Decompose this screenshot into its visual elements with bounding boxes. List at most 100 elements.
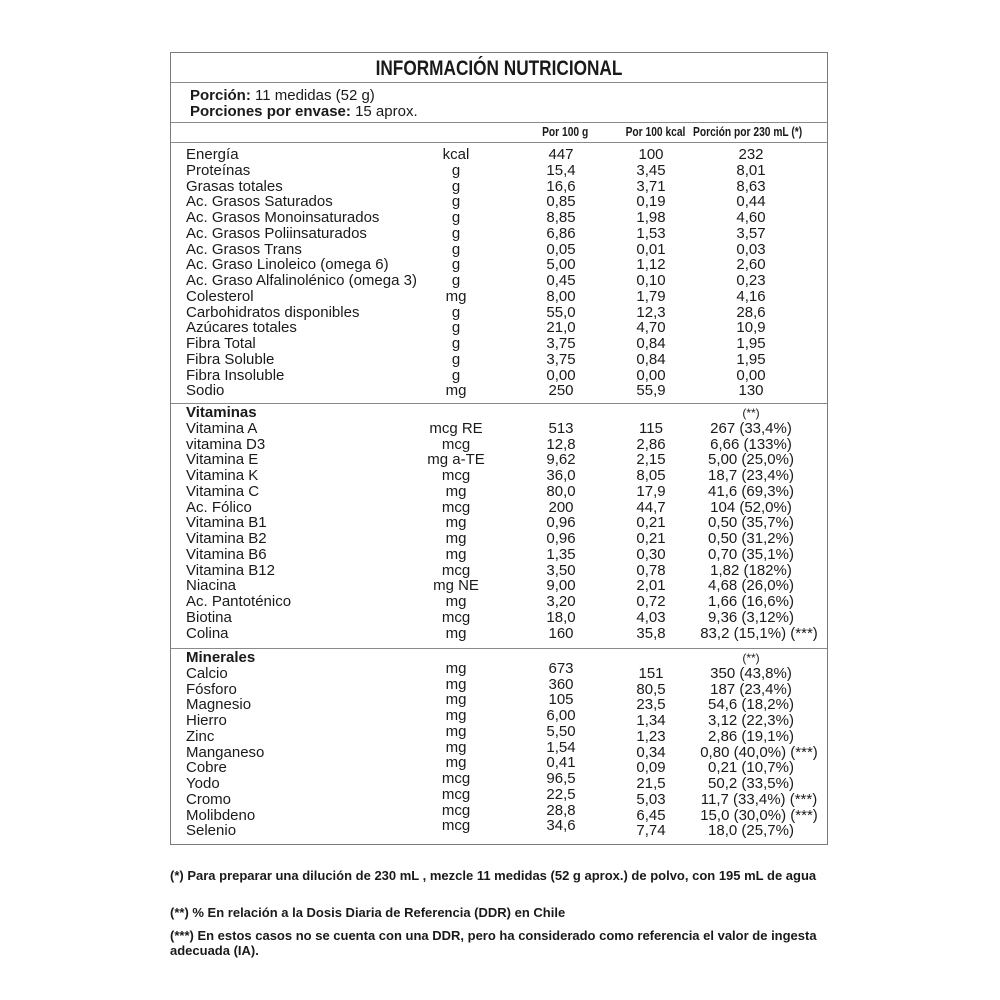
unit: g bbox=[451, 272, 461, 289]
per-portion: 187 (23,4%) bbox=[710, 680, 792, 698]
servings-label: Porciones por envase: bbox=[190, 103, 351, 120]
table-row: Calcio mg 673 151 350 (43,8%) bbox=[171, 660, 827, 682]
footnote-1: (*) Para preparar una dilución de 230 mL… bbox=[170, 868, 817, 883]
header-per-portion: Porción por 230 mL (*) bbox=[693, 125, 803, 139]
unit: kcal bbox=[442, 146, 470, 163]
nutrient-name: Ac. Graso Linoleico (omega 6) bbox=[186, 256, 389, 274]
nutrient-name: Magnesio bbox=[186, 696, 252, 714]
per-100g: 360 bbox=[548, 675, 574, 693]
per-portion: 28,6 bbox=[736, 303, 766, 321]
per-portion: 0,50 (31,2%) bbox=[708, 530, 794, 547]
header-per-100g: Por 100 g bbox=[542, 125, 589, 139]
nutrient-name: Vitamina E bbox=[186, 451, 259, 469]
per-100kcal: 0,30 bbox=[636, 545, 666, 563]
per-100kcal: 0,10 bbox=[636, 272, 666, 289]
table-row: Selenio mcg 34,6 7,74 18,0 (25,7%) bbox=[171, 818, 827, 840]
per-100kcal: 1,98 bbox=[636, 209, 666, 226]
table-row: Manganeso mg 1,54 0,34 0,80 (40,0%) (***) bbox=[171, 739, 827, 761]
unit: mg NE bbox=[433, 577, 479, 595]
unit: mcg bbox=[441, 498, 471, 516]
unit: g bbox=[451, 319, 461, 337]
table-row: Sodio mg 250 55,9 130 bbox=[171, 383, 827, 399]
per-100g: 0,00 bbox=[546, 366, 576, 384]
unit: mg bbox=[445, 624, 467, 642]
table-row: Molibdeno mcg 28,8 6,45 15,0 (30,0%) (***) bbox=[171, 802, 827, 824]
per-portion: 2,60 bbox=[736, 256, 766, 274]
table-row: Cromo mcg 22,5 5,03 11,7 (33,4%) (***) bbox=[171, 786, 827, 808]
per-portion: 4,60 bbox=[736, 209, 766, 226]
dv-note: (**) bbox=[742, 406, 760, 420]
per-100kcal: 0,84 bbox=[636, 335, 666, 352]
per-portion: 104 (52,0%) bbox=[710, 498, 792, 516]
nutrient-name: Colina bbox=[186, 624, 229, 642]
per-100kcal: 21,5 bbox=[636, 775, 666, 792]
per-100g: 6,00 bbox=[546, 707, 576, 724]
per-portion: 0,44 bbox=[736, 193, 766, 211]
nutrient-name: Fibra Insoluble bbox=[186, 366, 285, 384]
per-portion: 0,23 bbox=[736, 272, 766, 289]
per-100g: 6,86 bbox=[546, 224, 576, 242]
table-row: Ac. Grasos Poliinsaturados g 6,86 1,53 3,57 bbox=[171, 224, 827, 242]
per-100g: 8,00 bbox=[546, 287, 576, 305]
per-100g: 55,0 bbox=[546, 303, 576, 321]
per-100g: 96,5 bbox=[546, 770, 576, 787]
table-row: Zinc mg 5,50 1,23 2,86 (19,1%) bbox=[171, 723, 827, 745]
per-100kcal: 0,21 bbox=[636, 514, 666, 532]
table-row: vitamina D3 mcg 12,8 2,86 6,66 (133%) bbox=[171, 436, 827, 453]
per-100kcal: 2,15 bbox=[636, 451, 666, 469]
unit: mcg bbox=[441, 801, 471, 819]
unit: mcg bbox=[441, 467, 471, 484]
per-100kcal: 115 bbox=[639, 419, 663, 437]
per-100g: 16,6 bbox=[546, 177, 576, 195]
nutrient-name: Vitamina B6 bbox=[186, 545, 267, 563]
nutrient-name: Ac. Grasos Saturados bbox=[186, 193, 333, 211]
table-row: Vitamina B1 mg 0,96 0,21 0,50 (35,7%) bbox=[171, 515, 827, 531]
per-100kcal: 12,3 bbox=[636, 303, 666, 321]
table-row: Ac. Grasos Monoinsaturados g 8,85 1,98 4,60 bbox=[171, 210, 827, 226]
table-row: Vitamina A mcg RE 513 115 267 (33,4%) bbox=[171, 419, 827, 437]
per-100kcal: 7,74 bbox=[636, 822, 666, 840]
table-row: Grasas totales g 16,6 3,71 8,63 bbox=[171, 177, 827, 195]
nutrient-name: Manganeso bbox=[186, 743, 265, 761]
per-100g: 447 bbox=[548, 146, 574, 163]
per-100kcal: 1,12 bbox=[636, 256, 666, 274]
per-100kcal: 0,34 bbox=[636, 743, 666, 761]
unit: mg bbox=[445, 530, 467, 547]
table-row: Proteínas g 15,4 3,45 8,01 bbox=[171, 161, 827, 179]
section-title: Minerales bbox=[186, 649, 256, 666]
table-row: Colina mg 160 35,8 83,2 (15,1%) (***) bbox=[171, 624, 827, 642]
unit: mcg RE bbox=[429, 419, 483, 437]
unit: g bbox=[451, 256, 461, 274]
per-portion: 10,9 bbox=[736, 319, 766, 337]
per-portion: 15,0 (30,0%) (***) bbox=[700, 806, 818, 824]
per-100g: 0,41 bbox=[546, 754, 576, 772]
per-100g: 200 bbox=[548, 498, 574, 516]
divider bbox=[171, 82, 827, 83]
per-100g: 28,8 bbox=[546, 801, 576, 819]
per-100g: 0,96 bbox=[546, 530, 576, 547]
per-100g: 15,4 bbox=[546, 161, 576, 179]
unit: mcg bbox=[441, 561, 471, 579]
per-portion: 8,63 bbox=[736, 177, 766, 195]
nutrient-name: Cobre bbox=[186, 759, 227, 777]
nutrient-name: Molibdeno bbox=[186, 806, 256, 824]
unit: mg bbox=[445, 514, 467, 532]
table-row: Vitamina E mg a-TE 9,62 2,15 5,00 (25,0%) bbox=[171, 452, 827, 468]
per-portion: 0,80 (40,0%) (***) bbox=[700, 743, 818, 761]
table-row: Niacina mg NE 9,00 2,01 4,68 (26,0%) bbox=[171, 578, 827, 594]
per-100kcal: 100 bbox=[638, 146, 664, 163]
header-per-100kcal: Por 100 kcal bbox=[625, 125, 686, 139]
per-100kcal: 3,71 bbox=[636, 177, 666, 195]
per-100kcal: 2,01 bbox=[636, 577, 666, 595]
table-row: Ac. Grasos Trans g 0,05 0,01 0,03 bbox=[171, 241, 827, 258]
unit: mg bbox=[445, 754, 467, 772]
per-portion: 4,16 bbox=[736, 287, 766, 305]
table-row: Magnesio mg 105 23,5 54,6 (18,2%) bbox=[171, 692, 827, 714]
per-100kcal: 6,45 bbox=[636, 806, 666, 824]
servings-line: Porciones por envase: 15 aprox. bbox=[190, 104, 418, 120]
nutrient-name: Fósforo bbox=[186, 680, 237, 698]
per-portion: 2,86 (19,1%) bbox=[708, 727, 794, 745]
nutrient-name: Energía bbox=[186, 146, 239, 163]
per-100kcal: 4,03 bbox=[636, 608, 666, 626]
per-100g: 34,6 bbox=[546, 817, 576, 835]
